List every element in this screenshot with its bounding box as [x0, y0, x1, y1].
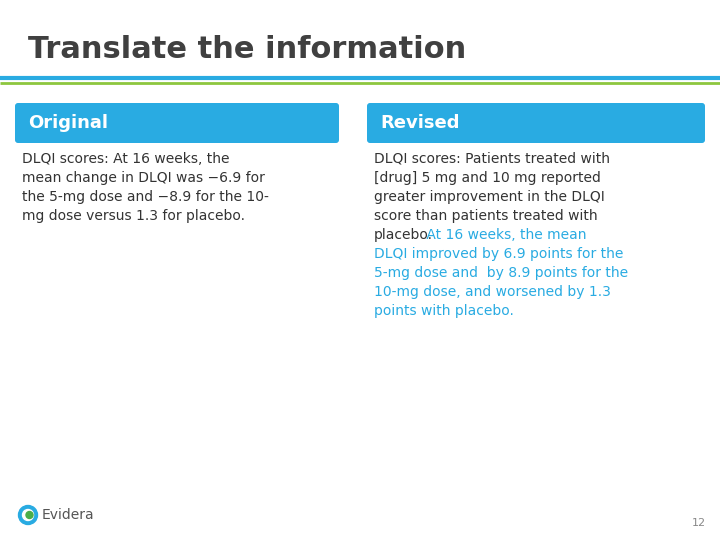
Text: score than patients treated with: score than patients treated with	[374, 209, 598, 223]
Text: mg dose versus 1.3 for placebo.: mg dose versus 1.3 for placebo.	[22, 209, 245, 223]
Circle shape	[19, 505, 37, 524]
Text: mean change in DLQI was −6.9 for: mean change in DLQI was −6.9 for	[22, 171, 265, 185]
Text: greater improvement in the DLQI: greater improvement in the DLQI	[374, 190, 605, 204]
FancyBboxPatch shape	[15, 103, 339, 143]
Text: Original: Original	[28, 114, 108, 132]
Text: DLQI scores: At 16 weeks, the: DLQI scores: At 16 weeks, the	[22, 152, 230, 166]
Text: 10-mg dose, and worsened by 1.3: 10-mg dose, and worsened by 1.3	[374, 285, 611, 299]
Text: placebo.: placebo.	[374, 228, 433, 242]
Text: 12: 12	[692, 518, 706, 528]
Text: Revised: Revised	[380, 114, 459, 132]
Text: points with placebo.: points with placebo.	[374, 304, 514, 318]
Text: Evidera: Evidera	[42, 508, 94, 522]
FancyBboxPatch shape	[367, 103, 705, 143]
Text: DLQI improved by 6.9 points for the: DLQI improved by 6.9 points for the	[374, 247, 624, 261]
Text: [drug] 5 mg and 10 mg reported: [drug] 5 mg and 10 mg reported	[374, 171, 601, 185]
Text: 5-mg dose and  by 8.9 points for the: 5-mg dose and by 8.9 points for the	[374, 266, 628, 280]
Text: At 16 weeks, the mean: At 16 weeks, the mean	[422, 228, 587, 242]
Circle shape	[22, 510, 34, 521]
Circle shape	[26, 511, 33, 518]
Text: DLQI scores: Patients treated with: DLQI scores: Patients treated with	[374, 152, 610, 166]
Text: the 5-mg dose and −8.9 for the 10-: the 5-mg dose and −8.9 for the 10-	[22, 190, 269, 204]
Text: Translate the information: Translate the information	[28, 35, 467, 64]
